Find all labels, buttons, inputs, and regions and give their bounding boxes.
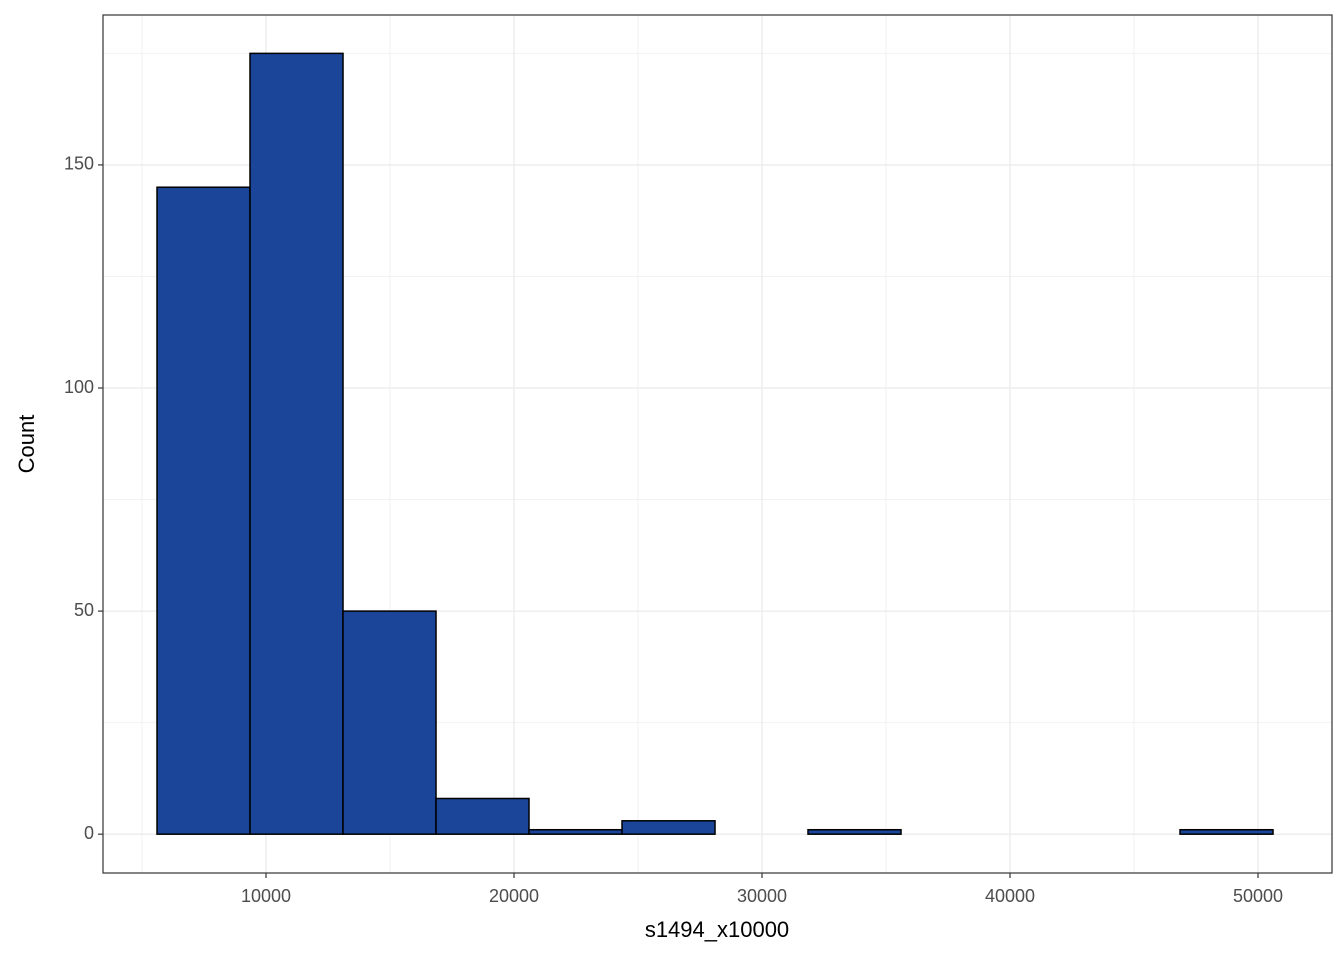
bar <box>156 186 251 835</box>
y-tick-label: 100 <box>64 377 94 397</box>
x-axis-title: s1494_x10000 <box>645 917 789 942</box>
x-tick-label: 50000 <box>1233 886 1283 906</box>
y-tick-label: 150 <box>64 154 94 174</box>
bar <box>249 52 344 835</box>
bar <box>621 820 716 835</box>
bar <box>435 797 530 835</box>
y-axis-title: Count <box>14 415 39 474</box>
x-tick-label: 40000 <box>985 886 1035 906</box>
bar <box>528 828 623 835</box>
bars <box>156 52 1274 835</box>
bar <box>807 828 902 835</box>
bar <box>342 610 437 835</box>
x-tick-label: 30000 <box>737 886 787 906</box>
panel-border <box>102 14 1333 874</box>
y-tick-label: 50 <box>74 600 94 620</box>
y-tick-label: 0 <box>84 823 94 843</box>
bar <box>1179 828 1274 835</box>
x-tick-label: 10000 <box>241 886 291 906</box>
x-tick-label: 20000 <box>489 886 539 906</box>
